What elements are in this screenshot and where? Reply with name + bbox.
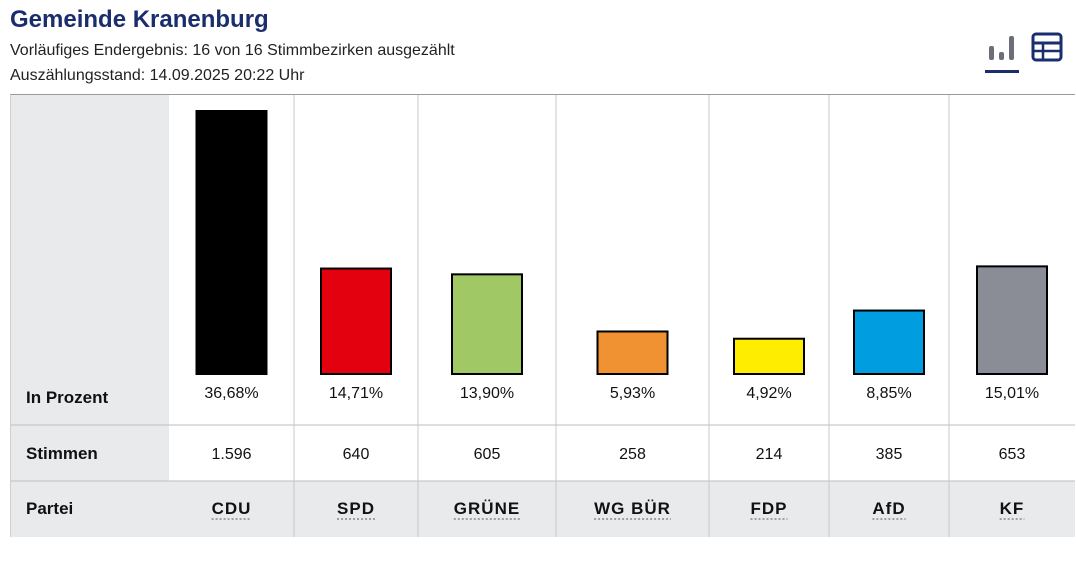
chart-view-button[interactable] xyxy=(985,32,1019,73)
party-name: CDU xyxy=(212,499,252,518)
party-name: AfD xyxy=(872,499,905,518)
votes-row-label: Stimmen xyxy=(26,444,98,463)
votes-value: 605 xyxy=(474,446,501,463)
bar-afd xyxy=(853,309,925,375)
percent-label: 4,92% xyxy=(746,385,791,402)
votes-value: 640 xyxy=(343,446,370,463)
bar-kf xyxy=(976,265,1048,375)
party-row-label: Partei xyxy=(26,499,73,518)
bar-wg-bür xyxy=(596,330,669,375)
results-chart-svg: In Prozent Stimmen Partei 36,68% 1.596 CDU… xyxy=(11,95,1075,537)
votes-value: 258 xyxy=(619,446,646,463)
results-chart: In Prozent Stimmen Partei 36,68% 1.596 CDU… xyxy=(10,94,1075,537)
party-name: SPD xyxy=(337,499,375,518)
count-timestamp: Auszählungsstand: 14.09.2025 20:22 Uhr xyxy=(10,67,305,84)
result-status: Vorläufiges Endergebnis: 16 von 16 Stimm… xyxy=(10,42,455,59)
votes-value: 214 xyxy=(756,446,783,463)
party-row-background xyxy=(169,481,1075,537)
party-name: GRÜNE xyxy=(454,499,520,518)
percent-label: 15,01% xyxy=(985,385,1039,402)
percent-label: 8,85% xyxy=(866,385,911,402)
bar-spd xyxy=(320,267,392,376)
party-name: WG BÜR xyxy=(594,499,671,518)
page-title: Gemeinde Kranenburg xyxy=(10,6,269,33)
party-name: FDP xyxy=(751,499,788,518)
votes-value: 653 xyxy=(999,446,1026,463)
party-name: KF xyxy=(1000,499,1025,518)
percent-label: 5,93% xyxy=(610,385,655,402)
votes-value: 1.596 xyxy=(211,446,251,463)
percent-label: 14,71% xyxy=(329,385,383,402)
bar-fdp xyxy=(733,337,805,375)
bar-chart-icon xyxy=(989,36,1014,60)
bar-grüne xyxy=(451,273,523,375)
percent-row-label: In Prozent xyxy=(26,388,109,407)
percent-label: 13,90% xyxy=(460,385,514,402)
percent-label: 36,68% xyxy=(204,385,258,402)
votes-value: 385 xyxy=(876,446,903,463)
bar-cdu xyxy=(195,110,268,375)
table-icon xyxy=(1031,32,1063,62)
row-label-column xyxy=(11,95,169,537)
table-view-button[interactable] xyxy=(1030,32,1064,72)
